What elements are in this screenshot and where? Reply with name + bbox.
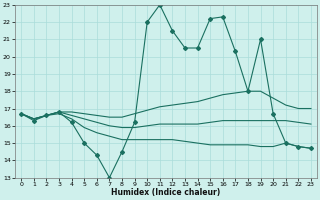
X-axis label: Humidex (Indice chaleur): Humidex (Indice chaleur) <box>111 188 221 197</box>
